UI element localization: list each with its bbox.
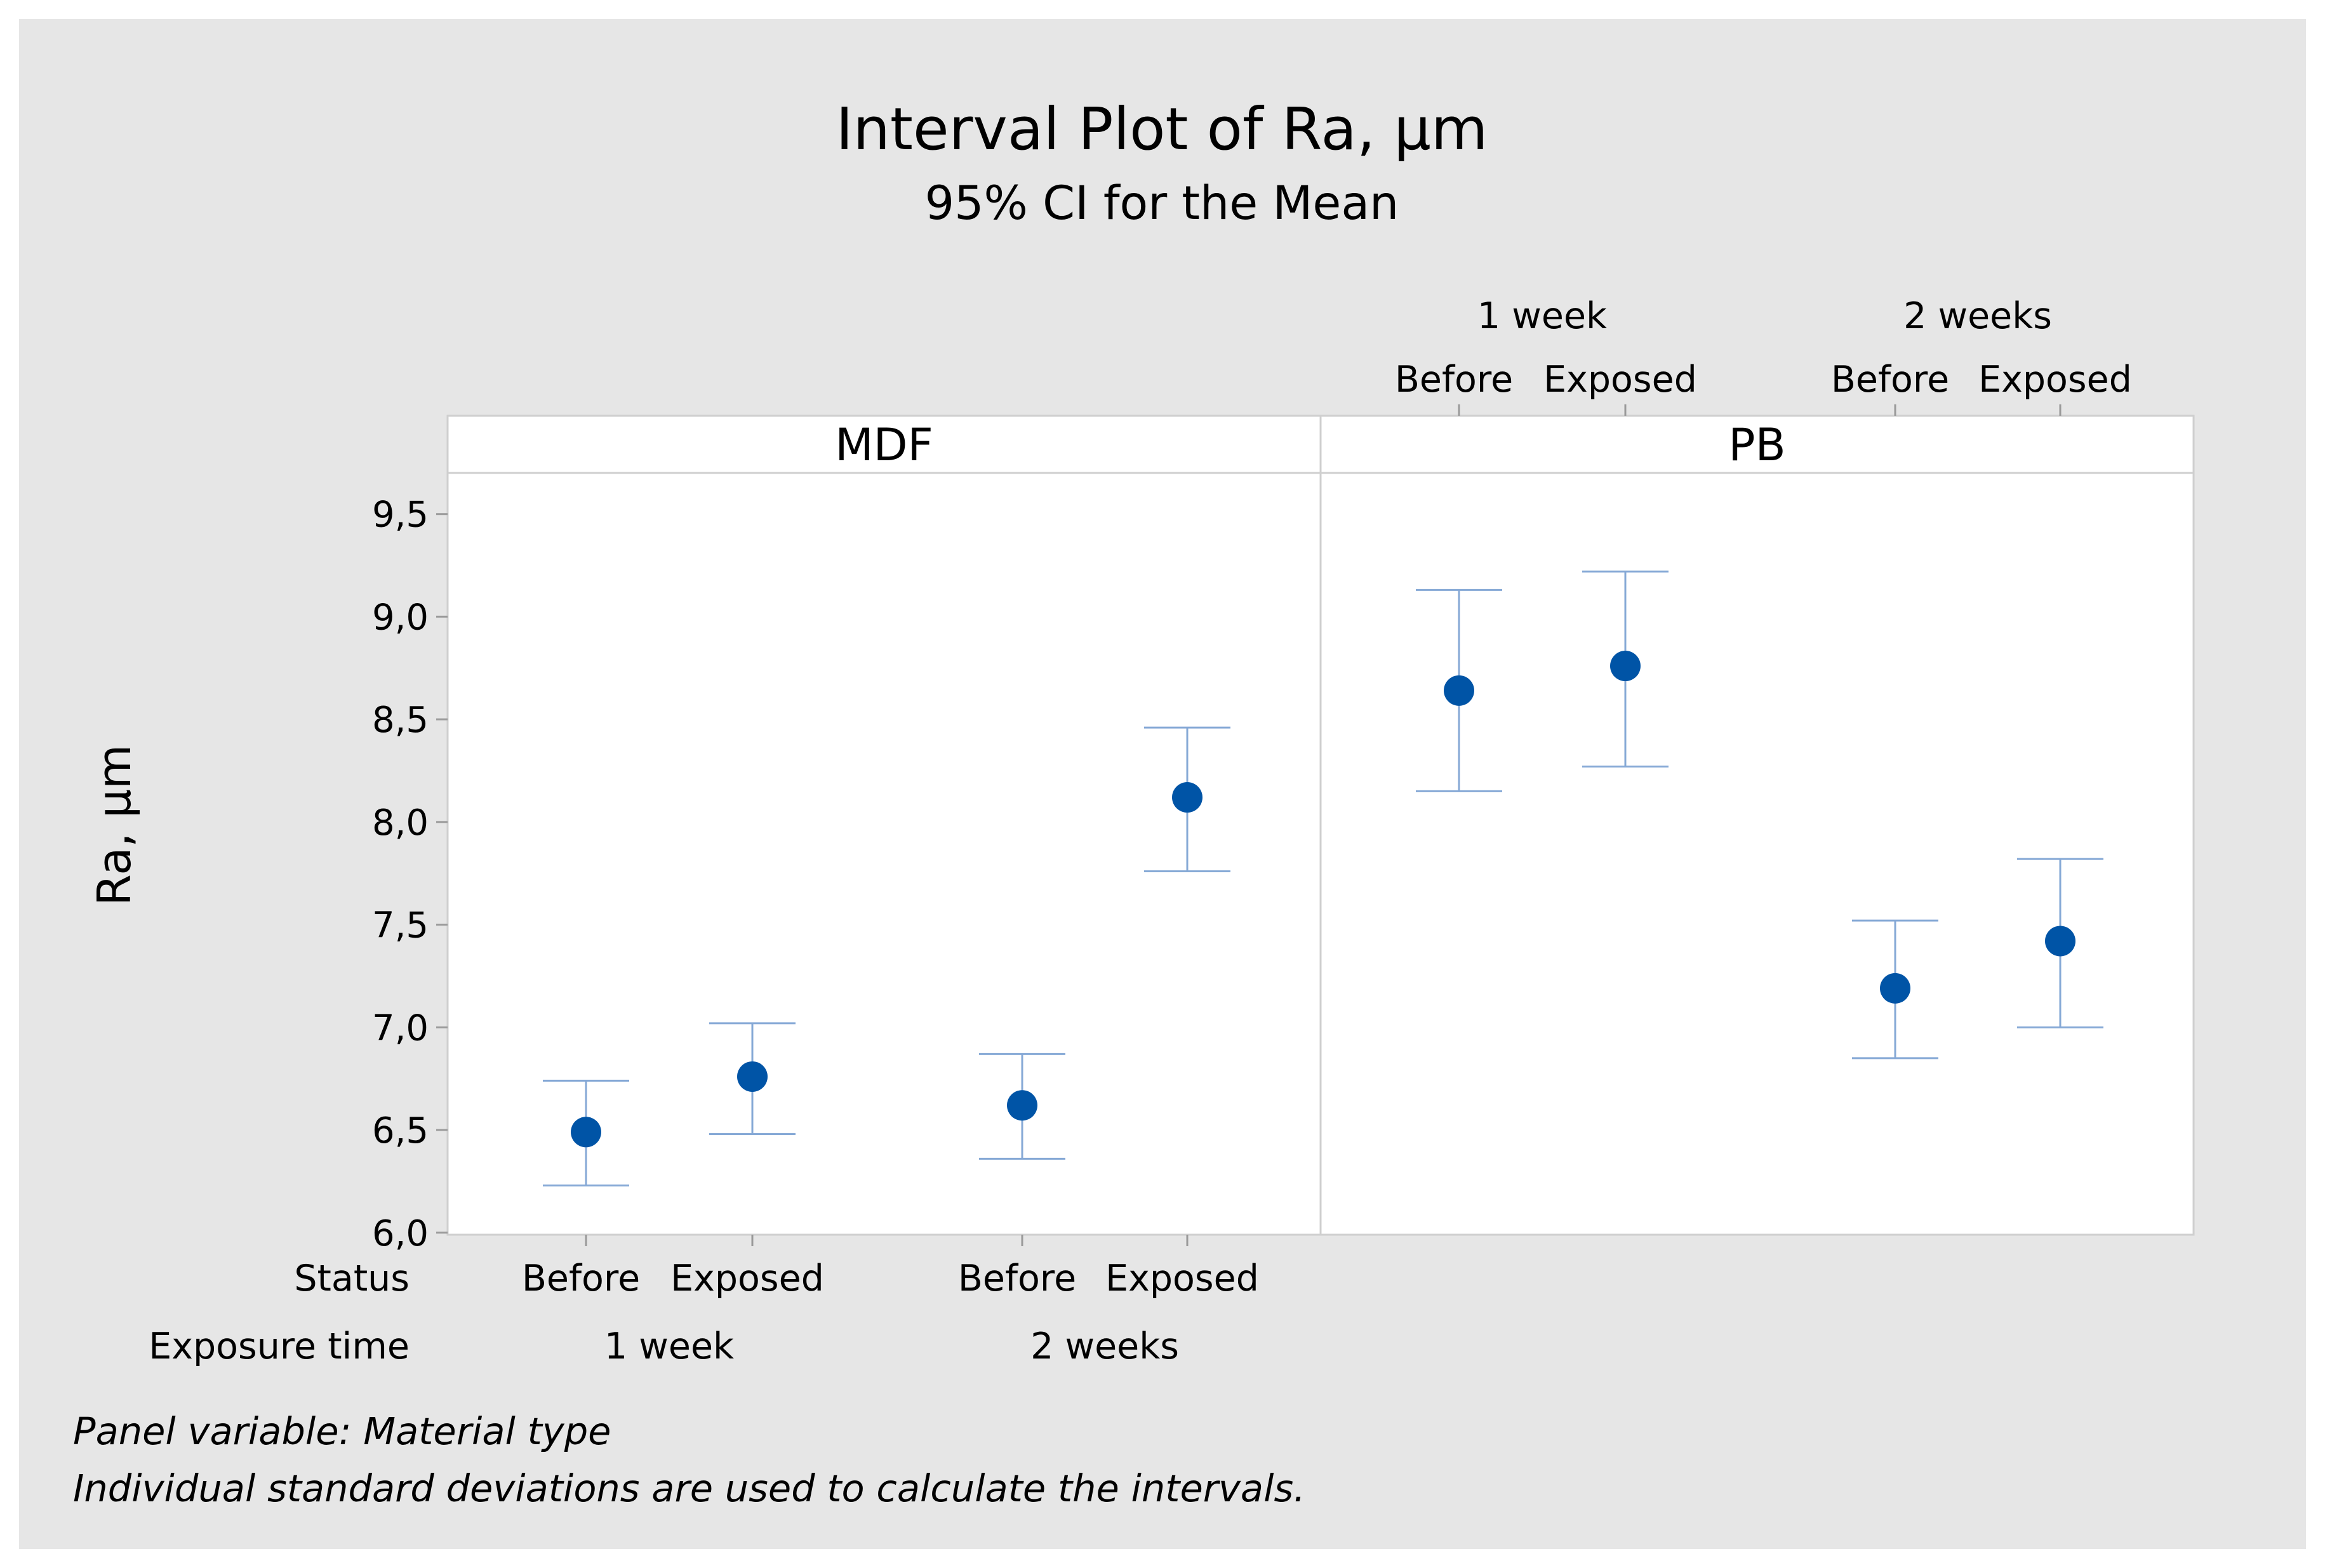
panel-label-pb: PB [1728, 419, 1785, 471]
y-tick-label: 9,0 [372, 597, 429, 638]
mean-point [1172, 782, 1202, 813]
row-label-status: Status [294, 1258, 410, 1299]
mean-point [2045, 926, 2075, 957]
status-label: Before [1831, 359, 1949, 401]
exposure-time-label: 1 week [604, 1325, 734, 1367]
status-label: Before [1395, 359, 1513, 401]
status-label: Exposed [1105, 1258, 1259, 1299]
y-tick-label: 6,0 [372, 1213, 429, 1254]
plot-area: 6,0 6,5 7,0 7,5 8,0 8,5 9,0 9,5 Status Exposure t… [149, 295, 2195, 1367]
panel-label-mdf: MDF [835, 419, 933, 471]
exposure-time-label: 1 week [1477, 295, 1607, 337]
y-axis-title: Ra, µm [88, 745, 141, 906]
mean-point [1444, 675, 1474, 706]
footnote-panel-variable: Panel variable: Material type [73, 1409, 611, 1453]
status-label: Exposed [670, 1258, 824, 1299]
mean-point [571, 1117, 601, 1148]
footnote-interval-method: Individual standard deviations are used … [73, 1466, 1305, 1510]
row-label-exposure-time: Exposure time [149, 1325, 410, 1367]
mean-point [1610, 651, 1641, 682]
status-label: Exposed [1978, 359, 2132, 401]
status-label: Exposed [1543, 359, 1697, 401]
chart-title: Interval Plot of Ra, µm [836, 95, 1488, 163]
y-tick-label: 7,0 [372, 1007, 429, 1049]
y-tick-label: 8,5 [372, 700, 429, 741]
exposure-time-label: 2 weeks [1903, 295, 2052, 337]
y-tick-label: 7,5 [372, 905, 429, 947]
status-label: Before [958, 1258, 1076, 1299]
status-label: Before [522, 1258, 640, 1299]
y-tick-label: 9,5 [372, 495, 429, 536]
mean-point [737, 1061, 768, 1092]
y-tick-label: 8,0 [372, 802, 429, 844]
mean-point [1880, 973, 1910, 1004]
mean-point [1007, 1090, 1037, 1121]
y-tick-label: 6,5 [372, 1110, 429, 1152]
chart-subtitle: 95% CI for the Mean [925, 176, 1399, 230]
exposure-time-label: 2 weeks [1030, 1325, 1179, 1367]
